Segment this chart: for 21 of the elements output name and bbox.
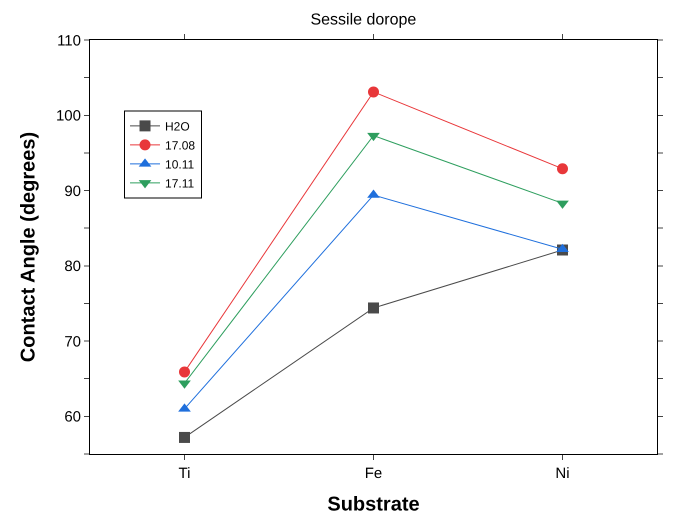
x-tick-label: Ti: [178, 465, 190, 482]
y-tick-label: 90: [64, 182, 81, 200]
legend-label: 10.11: [165, 158, 194, 172]
point: [557, 163, 568, 174]
x-tick-label: Ni: [555, 465, 570, 482]
chart-title: Sessile dorope: [310, 11, 416, 28]
legend-label: 17.08: [165, 138, 196, 153]
x-axis-title: Substrate: [327, 494, 420, 516]
y-axis-title: Contact Angle (degrees): [17, 132, 40, 362]
point: [368, 302, 379, 314]
point: [179, 366, 190, 378]
point: [179, 432, 190, 443]
point: [368, 86, 379, 98]
y-tick-label: 60: [64, 408, 81, 426]
y-tick-label: 110: [57, 32, 81, 50]
y-tick-label: 70: [64, 333, 81, 350]
legend-label: H2O: [165, 120, 190, 134]
y-tick-label: 80: [64, 258, 81, 276]
y-tick-label: 100: [56, 108, 81, 125]
x-tick-label: Fe: [364, 465, 382, 482]
legend-label: 17.11: [165, 176, 194, 191]
